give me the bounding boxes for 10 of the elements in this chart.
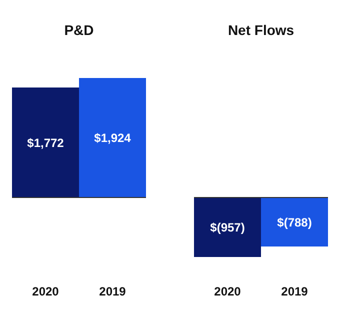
x-tick-label: 2019 — [99, 284, 126, 299]
data-label: $(957) — [210, 220, 245, 235]
data-label: $1,772 — [27, 136, 64, 150]
x-tick-label: 2019 — [281, 284, 308, 299]
x-tick-label: 2020 — [32, 284, 60, 299]
data-label: $1,924 — [94, 131, 132, 146]
x-tick-label: 2020 — [214, 284, 242, 299]
chart-title: Net Flows — [226, 22, 296, 38]
data-label: $(788) — [277, 215, 312, 230]
chart-title: P&D — [63, 22, 95, 38]
